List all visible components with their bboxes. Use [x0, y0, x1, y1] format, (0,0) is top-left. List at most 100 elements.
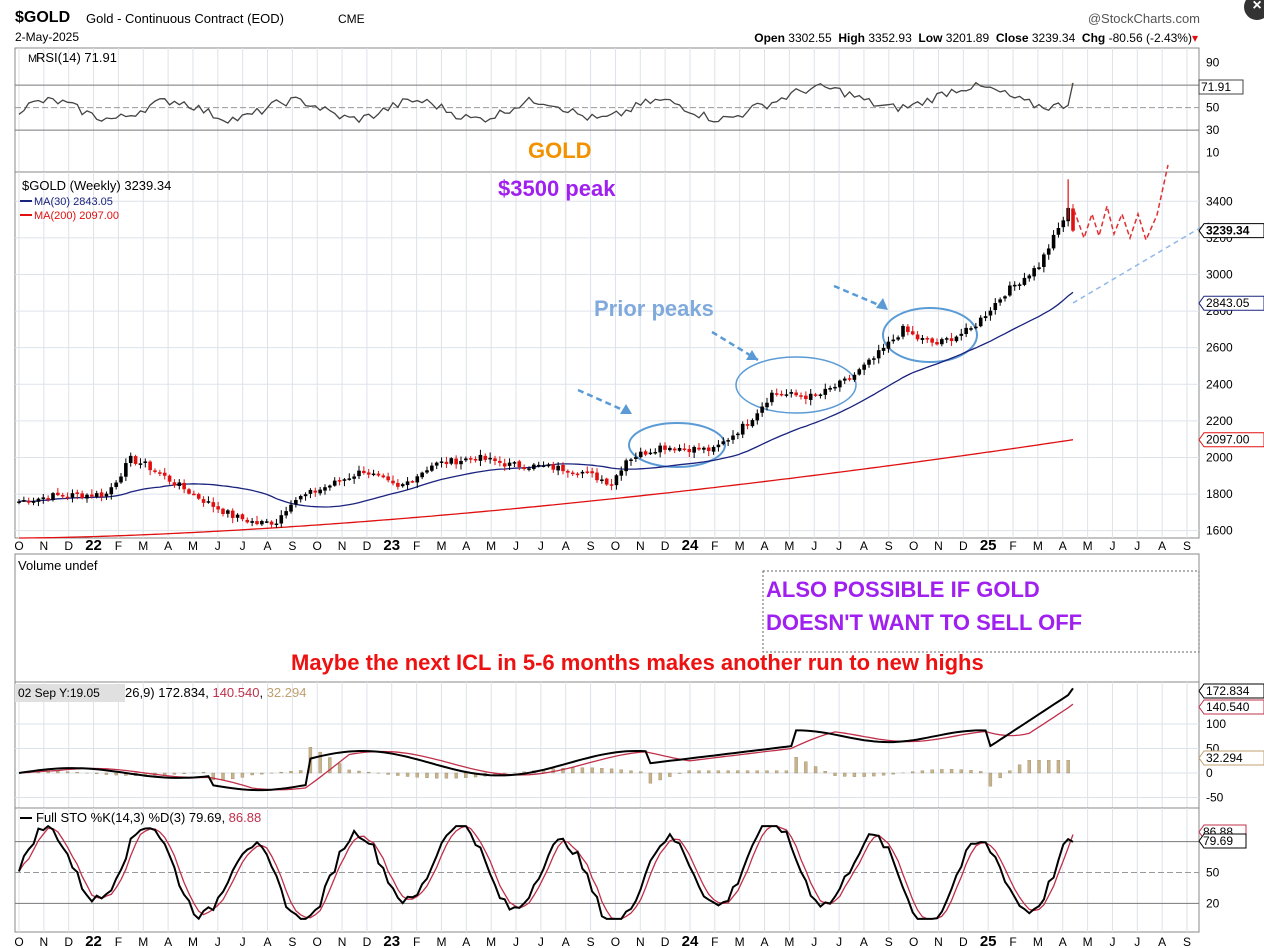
candle-body — [464, 458, 468, 461]
ma30-legend: MA(30) 2843.05 — [34, 196, 113, 208]
candle-body — [653, 451, 658, 454]
x-tick-label: S — [288, 539, 296, 553]
instrument-name: Gold - Continuous Contract (EOD) — [86, 11, 284, 26]
sto-legend: Full STO %K(14,3) %D(3) 79.69, 86.88 — [36, 810, 261, 825]
sto-tag-label: 79.69 — [1203, 834, 1233, 848]
x-tick-label: 24 — [682, 933, 699, 948]
x-tick-label: M — [784, 539, 794, 553]
candle-body — [352, 476, 356, 479]
candle-body — [881, 347, 886, 351]
price-tag-box — [1198, 223, 1264, 239]
rsi-panel: 9070503010 RSI(14) 71.91 M 71.91 — [14, 47, 1244, 173]
x-tick-label: F — [711, 935, 718, 948]
macd-hist-bar — [784, 770, 789, 774]
candle-body — [332, 480, 337, 486]
close-value: 3239.34 — [1031, 31, 1076, 45]
macd-hist-bar — [405, 772, 410, 777]
macd-hist-bar — [765, 770, 769, 774]
x-tick-label: A — [860, 935, 868, 948]
candle-body — [959, 333, 964, 336]
x-tick-label: J — [538, 935, 544, 948]
candle-body — [439, 461, 444, 463]
candle-body — [65, 496, 70, 499]
candle-body — [182, 482, 186, 490]
macd-hist-bar — [590, 767, 594, 774]
x-tick-label: 23 — [383, 537, 400, 554]
candle-body — [90, 494, 94, 497]
macd-hist-bar — [794, 756, 798, 774]
macd-tag-label: 172.834 — [1206, 684, 1250, 698]
x-tick-label: J — [811, 539, 817, 553]
ma200-line — [19, 439, 1074, 539]
candle-body — [930, 338, 934, 343]
candle-body — [196, 494, 201, 499]
macd-hist-bar — [687, 770, 691, 774]
macd-hist-bar — [279, 771, 283, 774]
macd-hist-bar — [881, 772, 886, 776]
candle-body — [177, 482, 182, 486]
macd-legend: 26,9) 172.834, 140.540, 32.294 — [125, 685, 306, 700]
x-tick-label: O — [909, 539, 918, 553]
macd-hist-bar — [979, 771, 983, 774]
macd-legend-sep: , — [259, 685, 266, 700]
macd-hist-bar — [600, 768, 604, 774]
candle-body — [420, 472, 424, 478]
candle-body — [478, 454, 483, 461]
candle-body — [70, 493, 75, 498]
candle-body — [124, 463, 128, 477]
candle-body — [153, 470, 157, 472]
low-label: Low — [918, 31, 943, 45]
candle-body — [493, 458, 497, 462]
candle-body — [138, 463, 143, 465]
x-tick-label: F — [413, 539, 420, 553]
macd-tick-label: -50 — [1206, 791, 1224, 805]
candle-body — [838, 380, 842, 388]
candle-body — [818, 394, 823, 396]
x-tick-label: A — [1059, 539, 1067, 553]
candle-body — [308, 489, 313, 494]
candle-body — [298, 496, 303, 500]
x-tick-label: D — [64, 935, 73, 948]
candle-body — [201, 499, 206, 503]
macd-tag-box — [1198, 699, 1264, 715]
candle-body — [668, 447, 672, 451]
x-tick-label: A — [264, 935, 272, 948]
candle-body — [255, 521, 259, 525]
macd-hist-bar — [988, 772, 993, 787]
candle-body — [396, 482, 400, 487]
chart-date: 2-May-2025 — [15, 30, 80, 44]
candle-body — [726, 440, 730, 442]
candle-body — [755, 413, 760, 421]
also-possible-line-1: ALSO POSSIBLE IF GOLD — [766, 577, 1040, 602]
macd-hist-bar — [823, 771, 827, 774]
close-chart-icon[interactable]: × — [1244, 0, 1264, 20]
candle-body — [891, 339, 896, 342]
candle-body — [444, 461, 449, 465]
chg-down-icon: ▾ — [1191, 31, 1198, 45]
candle-body — [376, 473, 381, 476]
candle-body — [920, 338, 925, 340]
candle-body — [765, 402, 769, 408]
macd-hist-bar — [716, 770, 721, 774]
macd-hist-bar — [65, 771, 70, 774]
x-tick-label: F — [1009, 539, 1016, 553]
candle-body — [604, 478, 609, 485]
candle-body — [1046, 248, 1051, 255]
macd-hist-bar — [736, 770, 740, 774]
x-tick-label: D — [363, 539, 372, 553]
rsi-tick-label: 30 — [1206, 123, 1220, 137]
prior-peak-ellipse-2 — [735, 356, 857, 414]
macd-hist-bar — [571, 767, 575, 774]
prior-peak-ellipse-1 — [628, 422, 726, 468]
low-value: 3201.89 — [945, 31, 990, 45]
macd-hist-bar — [639, 771, 643, 774]
x-tick-label: J — [1109, 935, 1115, 948]
candle-body — [672, 448, 677, 451]
candle-body — [498, 460, 502, 463]
candle-body — [609, 484, 614, 486]
candle-body — [51, 493, 55, 500]
candle-body — [167, 475, 172, 482]
chg-value: -80.56 (-2.43%) — [1108, 31, 1192, 45]
candle-body — [697, 447, 701, 450]
candle-body — [41, 497, 46, 499]
